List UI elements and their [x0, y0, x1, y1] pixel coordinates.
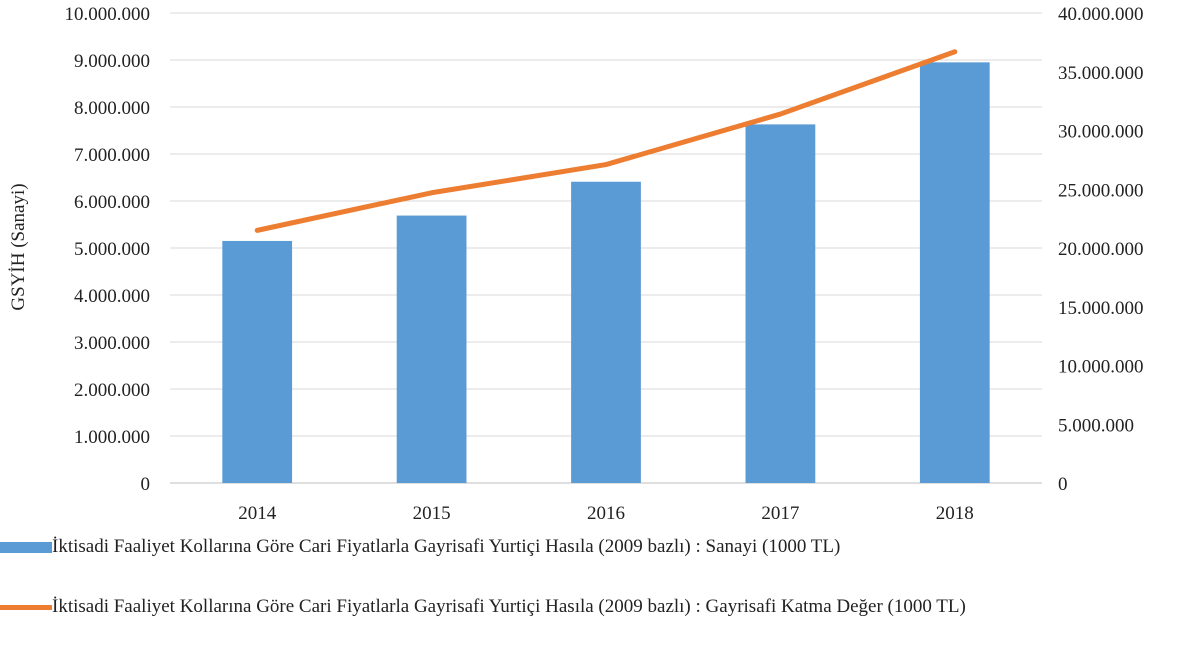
y-tick-label: 10.000.000	[65, 4, 151, 25]
x-tick-label: 2014	[238, 503, 277, 524]
y-tick-label: 7.000.000	[74, 145, 150, 166]
x-axis-ticks: 2014 2015 2016 2017 2018	[238, 503, 974, 524]
left-axis-ticks: 0 1.000.000 2.000.000 3.000.000 4.000.000 5.0…	[65, 4, 151, 495]
y2-tick-label: 35.000.000	[1058, 63, 1144, 84]
right-axis-ticks: 0 5.000.000 10.000.000 15.000.000 20.000.000…	[1058, 4, 1144, 495]
y2-tick-label: 25.000.000	[1058, 180, 1144, 201]
y2-tick-label: 10.000.000	[1058, 357, 1144, 378]
legend-bar-swatch	[0, 542, 52, 553]
x-tick-label: 2015	[413, 503, 451, 524]
y2-tick-label: 30.000.000	[1058, 122, 1144, 143]
bar	[745, 124, 816, 483]
y2-tick-label: 0	[1058, 474, 1068, 495]
series-line	[254, 49, 958, 233]
y-tick-label: 6.000.000	[74, 192, 150, 213]
bar	[919, 62, 990, 483]
y2-tick-label: 20.000.000	[1058, 239, 1144, 260]
y-tick-label: 4.000.000	[74, 286, 150, 307]
y-tick-label: 5.000.000	[74, 239, 150, 260]
y2-tick-label: 15.000.000	[1058, 298, 1144, 319]
bar	[222, 240, 293, 483]
legend-line-swatch	[0, 605, 52, 610]
x-tick-label: 2017	[761, 503, 799, 524]
legend-label-bar: İktisadi Faaliyet Kollarına Göre Cari Fi…	[52, 536, 841, 557]
bar	[571, 181, 641, 484]
x-tick-label: 2018	[936, 503, 974, 524]
legend-item-bar: İktisadi Faaliyet Kollarına Göre Cari Fi…	[0, 535, 840, 559]
y-tick-label: 2.000.000	[74, 380, 150, 401]
y-tick-label: 8.000.000	[74, 98, 150, 119]
y-axis-title: GSYİH (Sanayi)	[8, 183, 29, 310]
y-tick-label: 3.000.000	[74, 333, 150, 354]
combo-chart: 0 1.000.000 2.000.000 3.000.000 4.000.000 5.0…	[8, 4, 1144, 524]
line-series	[254, 49, 958, 233]
y-tick-label: 9.000.000	[74, 51, 150, 72]
x-tick-label: 2016	[587, 503, 625, 524]
legend-label-line: İktisadi Faaliyet Kollarına Göre Cari Fi…	[52, 596, 966, 617]
y2-tick-label: 40.000.000	[1058, 4, 1144, 25]
bar-series	[222, 62, 990, 484]
y-tick-label: 0	[141, 474, 151, 495]
bar	[396, 215, 467, 483]
legend-item-line: İktisadi Faaliyet Kollarına Göre Cari Fi…	[0, 595, 1160, 619]
y-tick-label: 1.000.000	[74, 427, 150, 448]
y2-tick-label: 5.000.000	[1058, 415, 1134, 436]
